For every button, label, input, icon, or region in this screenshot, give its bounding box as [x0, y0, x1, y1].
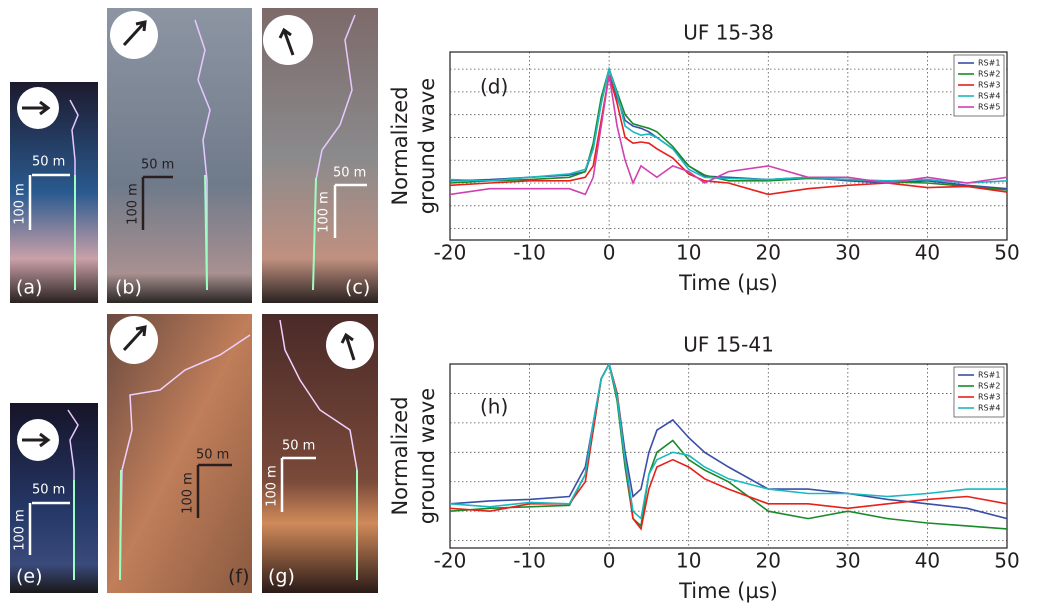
series-line	[450, 74, 1007, 196]
legend-label: RS#3	[978, 81, 1000, 90]
lightning	[194, 19, 211, 290]
x-tick-label: 0	[603, 549, 616, 573]
x-tick-label: 0	[603, 241, 616, 265]
panel-label: (a)	[16, 277, 42, 299]
x-tick-label: 10	[676, 549, 701, 573]
compass-arrow	[22, 100, 51, 116]
x-tick-label: 50	[994, 549, 1019, 573]
panel-label: (b)	[115, 277, 142, 299]
compass-arrow	[122, 325, 147, 352]
series-line	[450, 68, 1007, 190]
legend-label: RS#2	[978, 382, 1000, 391]
legend-label: RS#5	[978, 103, 1000, 112]
scale-label: 100 m	[13, 509, 28, 551]
panel-label: (e)	[16, 566, 43, 588]
chart-title: UF 15-38	[683, 21, 774, 45]
leader	[204, 174, 208, 291]
y-axis-label: Normalized	[388, 86, 412, 205]
scale-label: 50 m	[282, 439, 315, 454]
x-tick-label: -10	[513, 241, 546, 265]
series-line	[450, 364, 1007, 531]
x-tick-label: 10	[676, 241, 701, 265]
y-axis-label: Normalized	[388, 396, 412, 515]
x-tick-label: -20	[434, 549, 467, 573]
legend-label: RS#3	[978, 393, 1000, 402]
panel-label: (c)	[345, 277, 370, 299]
series-line	[450, 364, 1007, 520]
legend-label: RS#4	[978, 404, 1000, 413]
leader	[119, 469, 122, 581]
event-label: UF15-38	[10, 37, 94, 61]
event-label: UF15-41	[10, 348, 94, 372]
scale-label: 50 m	[32, 155, 65, 170]
legend-label: RS#2	[978, 70, 1000, 79]
photo-panels: UF15-38 UF15-41 50 m 100 m (a) 50 m 100 …	[10, 8, 378, 593]
lightning	[119, 334, 251, 581]
x-tick-label: 20	[756, 549, 781, 573]
leader	[312, 177, 317, 291]
x-axis-label: Time (µs)	[678, 579, 778, 603]
scale-label: 50 m	[32, 483, 65, 498]
compass-arrow	[22, 432, 51, 448]
compass-arrow	[340, 332, 356, 361]
y-axis-label: ground wave	[415, 388, 439, 524]
plot-frame	[449, 363, 1008, 549]
series-line	[450, 66, 1007, 184]
annotation: (d)	[480, 75, 508, 99]
scale-label: 100 m	[181, 472, 196, 514]
scale-label: 50 m	[141, 158, 174, 173]
scale-label: 100 m	[265, 465, 280, 507]
chart-title: UF 15-41	[683, 333, 774, 357]
legend-label: RS#1	[978, 371, 1000, 380]
x-tick-label: 20	[756, 241, 781, 265]
series-line	[450, 74, 1007, 196]
x-tick-label: 30	[835, 241, 860, 265]
scale-label: 100 m	[13, 183, 28, 225]
x-tick-label: 40	[915, 241, 940, 265]
legend-label: RS#1	[978, 59, 1000, 68]
y-axis-label: ground wave	[415, 78, 439, 214]
annotation: (h)	[480, 395, 508, 419]
x-tick-label: 50	[994, 241, 1019, 265]
panel-label: (g)	[268, 566, 295, 588]
x-tick-label: -10	[513, 549, 546, 573]
scale-label: 50 m	[196, 448, 229, 463]
scale-label: 100 m	[317, 191, 332, 233]
x-tick-label: -20	[434, 241, 467, 265]
x-tick-label: 30	[835, 549, 860, 573]
legend-label: RS#4	[978, 92, 1000, 101]
x-tick-label: 40	[915, 549, 940, 573]
scale-label: 100 m	[126, 183, 141, 225]
compass-arrow	[278, 27, 295, 56]
scale-label: 50 m	[333, 166, 366, 181]
plot-frame	[449, 51, 1008, 241]
x-axis-label: Time (µs)	[678, 271, 778, 295]
compass-arrow	[122, 20, 147, 47]
series-line	[450, 364, 1007, 521]
panel-label: (f)	[228, 566, 250, 588]
